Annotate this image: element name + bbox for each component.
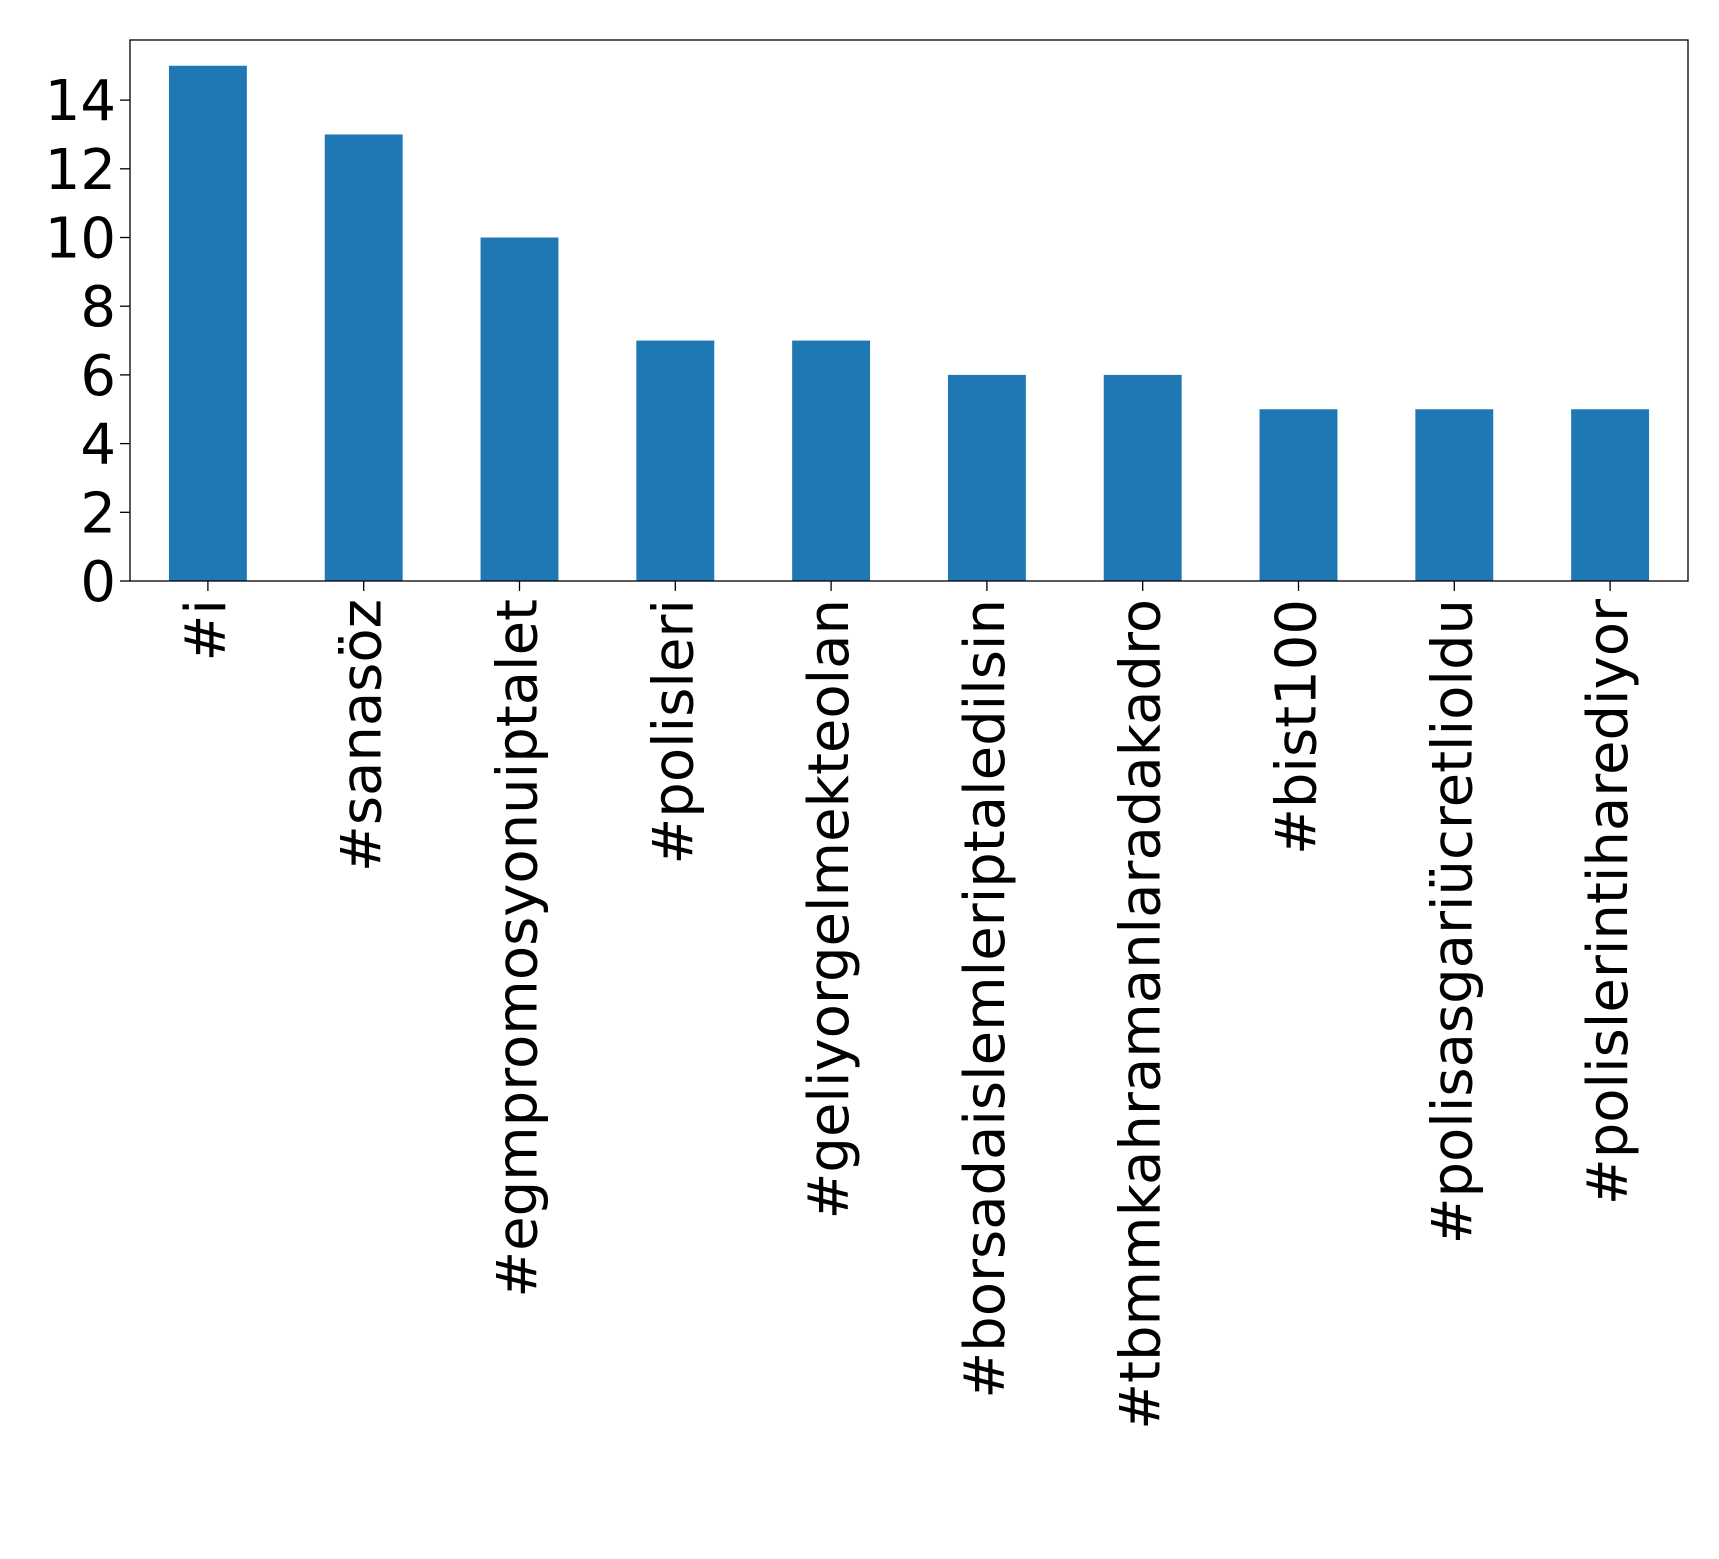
x-tick-label: #egmpromosyonuiptalet	[486, 599, 551, 1298]
bar	[168, 65, 247, 581]
y-tick-label: 6	[80, 344, 116, 409]
x-tick-label: #sanasöz	[330, 599, 395, 872]
plot-frame	[129, 39, 1689, 582]
x-tick-label: #geliyorgelmekteolan	[797, 599, 862, 1220]
bar	[1415, 409, 1494, 581]
x-tick-label: #tbmmkahramanlaradakadro	[1109, 599, 1174, 1430]
y-tick-label: 12	[45, 138, 116, 203]
x-tick-label: #polisleri	[641, 599, 706, 865]
x-tick-label: #polislerintiharediyor	[1576, 598, 1641, 1205]
bar	[636, 340, 715, 581]
x-axis: #i #sanasöz #egmpromosyonuiptalet #polisler…	[174, 581, 1641, 1430]
x-tick-label: #bist100	[1265, 599, 1330, 855]
x-tick-label: #polisasgariücretlioldu	[1420, 599, 1485, 1244]
y-tick-label: 10	[45, 207, 116, 272]
y-tick-label: 0	[80, 550, 116, 615]
bar	[480, 237, 559, 581]
bar	[1571, 409, 1650, 581]
bar	[324, 134, 403, 581]
y-tick-label: 14	[45, 69, 116, 134]
bars-layer	[168, 65, 1650, 581]
bar	[792, 340, 871, 581]
x-tick-label: #i	[174, 599, 239, 661]
y-tick-label: 2	[80, 481, 116, 546]
x-tick-label: #borsadaislemleriptaledilsin	[953, 599, 1018, 1399]
bar	[1259, 409, 1338, 581]
y-tick-label: 4	[80, 413, 116, 478]
y-tick-label: 8	[80, 275, 116, 340]
bar	[1103, 374, 1182, 581]
bar	[947, 374, 1026, 581]
